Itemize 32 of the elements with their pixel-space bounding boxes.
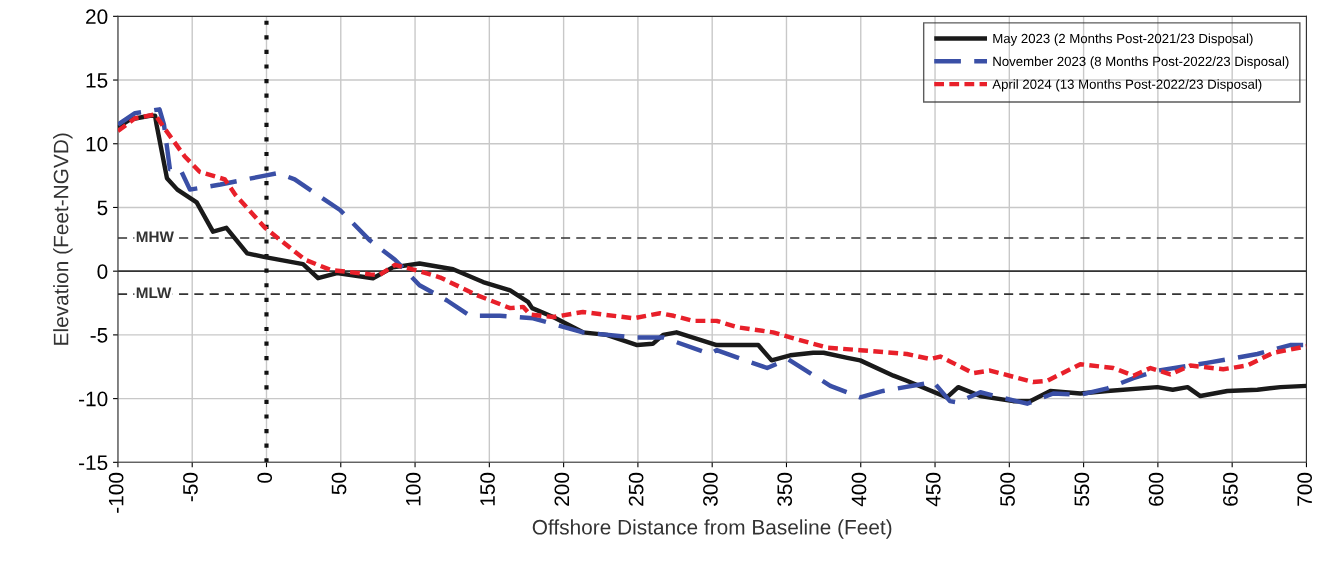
x-tick-label: 450	[925, 472, 941, 507]
y-tick-label: 15	[86, 73, 108, 88]
y-tick-label: 0	[97, 264, 108, 279]
y-tick-label: -5	[90, 328, 108, 343]
x-tick-label: 400	[851, 472, 867, 507]
x-tick-label: 350	[777, 472, 793, 506]
x-tick-label: 200	[554, 472, 570, 506]
x-tick-label: -100	[108, 472, 124, 513]
legend-label: May 2023 (2 Months Post-2021/23 Disposal)	[993, 33, 1253, 46]
y-tick-label: 10	[86, 136, 108, 152]
x-axis-title: Offshore Distance from Baseline (Feet)	[532, 519, 892, 539]
ref-line-label: MLW	[136, 287, 172, 299]
y-axis-title: Elevation (Feet-NGVD)	[53, 133, 73, 345]
y-tick-label: 20	[86, 9, 108, 25]
x-tick-label: 0	[257, 472, 273, 483]
x-tick-label: 500	[1000, 472, 1015, 506]
y-tick-label: -15	[79, 455, 108, 471]
legend-label: April 2024 (13 Months Post-2022/23 Disposal)	[992, 79, 1262, 92]
y-tick-label: -10	[79, 391, 108, 407]
x-tick-label: 50	[331, 472, 347, 495]
y-tick-label: 5	[97, 200, 108, 216]
x-tick-label: 600	[1148, 472, 1164, 506]
x-tick-label: 150	[480, 472, 495, 506]
x-tick-label: 100	[405, 472, 421, 506]
x-tick-label: 250	[628, 472, 644, 506]
x-tick-label: 550	[1074, 472, 1090, 506]
ref-line-label: MHW	[136, 231, 174, 242]
x-tick-label: -50	[183, 472, 198, 502]
x-tick-label: 700	[1297, 472, 1313, 506]
x-tick-label: 650	[1223, 472, 1238, 506]
legend-label: November 2023 (8 Months Post-2022/23 Disposal)	[993, 56, 1289, 69]
x-tick-label: 300	[703, 472, 718, 506]
